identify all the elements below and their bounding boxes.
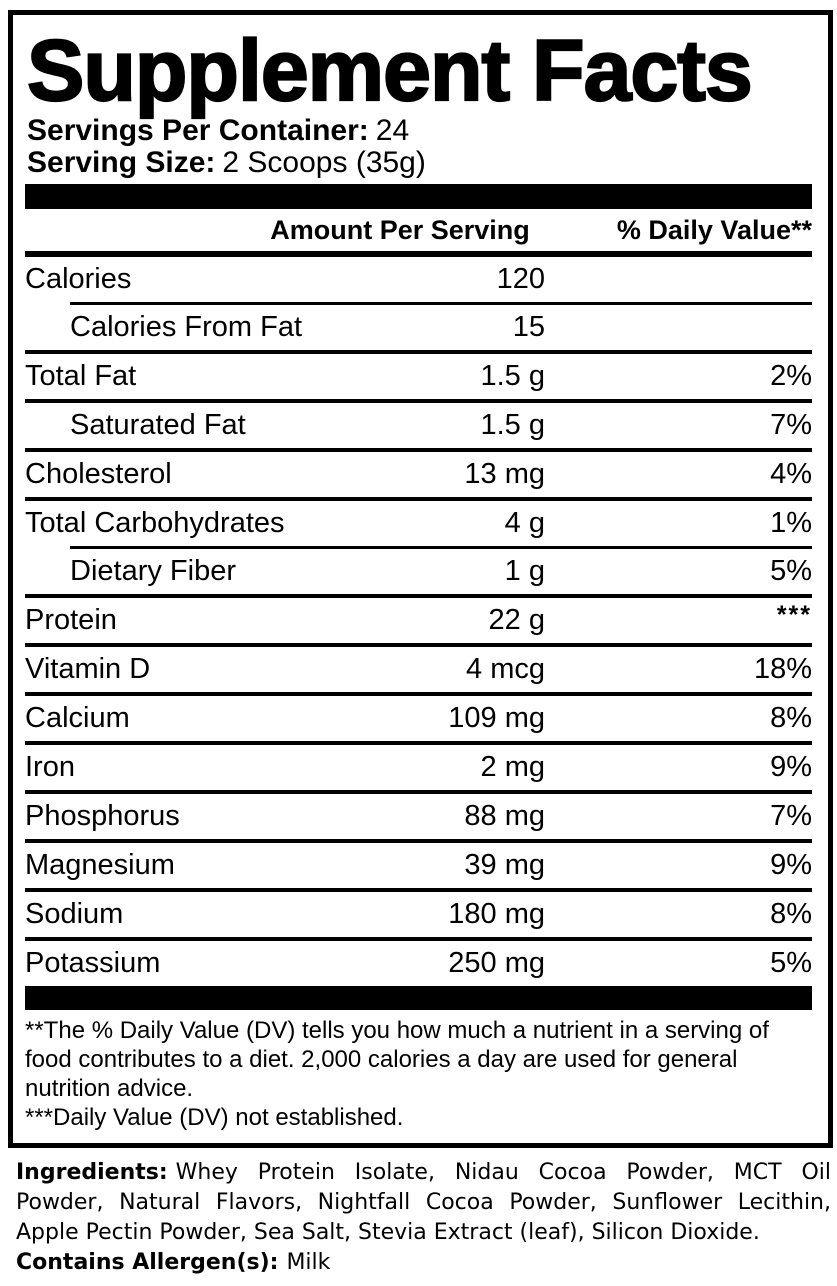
- nutrient-row: Calories 120: [25, 257, 812, 302]
- row-divider: [70, 546, 812, 549]
- servings-per-container-value: 24: [375, 114, 410, 147]
- nutrient-name: Phosphorus: [25, 800, 180, 832]
- nutrient-name: Sodium: [25, 898, 124, 930]
- nutrient-row: Magnesium 39 mg 9%: [25, 843, 812, 888]
- row-divider: [25, 937, 812, 941]
- divider-medium-header: [25, 251, 812, 257]
- nutrient-amount: 2 mg: [480, 751, 545, 783]
- nutrient-row: Saturated Fat 1.5 g 7%: [25, 403, 812, 448]
- nutrient-daily-value: 7%: [770, 409, 812, 441]
- nutrient-daily-value: 9%: [770, 849, 812, 881]
- nutrient-amount: 4 mcg: [466, 653, 545, 685]
- nutrient-daily-value: 9%: [770, 751, 812, 783]
- nutrient-daily-value: 8%: [770, 702, 812, 734]
- allergen-line: Contains Allergen(s): Milk: [16, 1248, 831, 1278]
- nutrient-row: Sodium 180 mg 8%: [25, 892, 812, 937]
- nutrient-daily-value: ***: [776, 601, 812, 629]
- nutrient-name: Total Fat: [25, 360, 137, 392]
- nutrient-daily-value: 5%: [770, 947, 812, 979]
- nutrient-row: Dietary Fiber 1 g 5%: [25, 549, 812, 594]
- nutrient-table: Calories 120 Calories From Fat 15 Total Fat 1…: [25, 257, 812, 986]
- nutrient-row: Total Fat 1.5 g 2%: [25, 354, 812, 399]
- nutrient-daily-value: 5%: [770, 555, 812, 587]
- nutrient-name: Calories: [25, 263, 132, 295]
- supplement-label-page: Supplement Facts Servings Per Container:…: [0, 10, 837, 1278]
- nutrient-name: Vitamin D: [25, 653, 151, 685]
- row-divider: [70, 302, 812, 305]
- nutrient-amount: 180 mg: [448, 898, 545, 930]
- nutrient-amount: 88 mg: [464, 800, 545, 832]
- servings-per-container-label: Servings Per Container:: [27, 114, 369, 147]
- nutrient-row: Calories From Fat 15: [25, 305, 812, 350]
- nutrient-daily-value: 18%: [753, 653, 812, 685]
- servings-per-container-line: Servings Per Container: 24: [27, 115, 812, 147]
- table-header-row: Amount Per Serving % Daily Value**: [25, 209, 812, 251]
- allergen-value: Milk: [286, 1250, 331, 1275]
- nutrient-amount: 109 mg: [448, 702, 545, 734]
- nutrient-name: Protein: [25, 604, 117, 636]
- nutrient-amount: 22 g: [488, 604, 545, 636]
- allergen-label: Contains Allergen(s):: [16, 1250, 279, 1275]
- footnotes: **The % Daily Value (DV) tells you how m…: [25, 1016, 812, 1132]
- nutrient-name: Dietary Fiber: [70, 555, 236, 587]
- nutrient-amount: 250 mg: [448, 947, 545, 979]
- panel-title: Supplement Facts: [26, 23, 754, 119]
- nutrient-name: Calories From Fat: [70, 311, 303, 343]
- nutrient-row: Cholesterol 13 mg 4%: [25, 452, 812, 497]
- supplement-facts-panel: Supplement Facts Servings Per Container:…: [8, 10, 833, 1148]
- divider-thick-bottom: [25, 986, 812, 1010]
- nutrient-daily-value: 8%: [770, 898, 812, 930]
- nutrient-name: Cholesterol: [25, 458, 172, 490]
- nutrient-row: Phosphorus 88 mg 7%: [25, 794, 812, 839]
- nutrient-amount: 13 mg: [464, 458, 545, 490]
- nutrient-row: Total Carbohydrates 4 g 1%: [25, 501, 812, 546]
- nutrient-amount: 39 mg: [464, 849, 545, 881]
- serving-size-line: Serving Size: 2 Scoops (35g): [27, 147, 812, 179]
- nutrient-row: Calcium 109 mg 8%: [25, 696, 812, 741]
- column-header-daily-value: % Daily Value**: [616, 214, 812, 245]
- row-divider: [25, 497, 812, 501]
- ingredients-label: Ingredients:: [16, 1160, 168, 1185]
- nutrient-amount: 15: [512, 311, 545, 343]
- row-divider: [25, 643, 812, 647]
- nutrient-amount: 4 g: [504, 507, 545, 539]
- nutrient-daily-value: 7%: [770, 800, 812, 832]
- footnote-daily-value: **The % Daily Value (DV) tells you how m…: [25, 1017, 769, 1102]
- ingredients-section: Ingredients: Whey Protein Isolate, Nidau …: [16, 1158, 831, 1278]
- row-divider: [25, 790, 812, 794]
- row-divider: [25, 692, 812, 696]
- serving-size-label: Serving Size:: [27, 146, 216, 179]
- nutrient-name: Total Carbohydrates: [25, 507, 285, 539]
- nutrient-amount: 1 g: [504, 555, 545, 587]
- nutrient-row: Vitamin D 4 mcg 18%: [25, 647, 812, 692]
- row-divider: [25, 448, 812, 452]
- row-divider: [25, 594, 812, 598]
- ingredients-line: Ingredients: Whey Protein Isolate, Nidau …: [16, 1158, 831, 1248]
- serving-size-value: 2 Scoops (35g): [222, 146, 426, 179]
- nutrient-name: Calcium: [25, 702, 130, 734]
- column-header-amount-per-serving: Amount Per Serving: [270, 214, 530, 245]
- nutrient-row: Iron 2 mg 9%: [25, 745, 812, 790]
- nutrient-name: Saturated Fat: [70, 409, 246, 441]
- nutrient-name: Potassium: [25, 947, 161, 979]
- row-divider: [25, 888, 812, 892]
- nutrient-name: Magnesium: [25, 849, 175, 881]
- nutrient-row: Protein 22 g ***: [25, 598, 812, 643]
- row-divider: [25, 741, 812, 745]
- footnote-not-established: ***Daily Value (DV) not established.: [25, 1104, 404, 1131]
- nutrient-daily-value: 2%: [770, 360, 812, 392]
- nutrient-row: Potassium 250 mg 5%: [25, 941, 812, 986]
- divider-thick-top: [25, 184, 812, 209]
- nutrient-amount: 1.5 g: [480, 360, 546, 392]
- nutrient-daily-value: 1%: [770, 507, 812, 539]
- nutrient-amount: 120: [496, 263, 545, 295]
- nutrient-amount: 1.5 g: [480, 409, 546, 441]
- nutrient-daily-value: 4%: [770, 458, 812, 490]
- row-divider: [25, 399, 812, 403]
- row-divider: [25, 350, 812, 354]
- row-divider: [25, 839, 812, 843]
- ingredients-value: Whey Protein Isolate, Nidau Cocoa Powder…: [16, 1160, 831, 1245]
- nutrient-name: Iron: [25, 751, 75, 783]
